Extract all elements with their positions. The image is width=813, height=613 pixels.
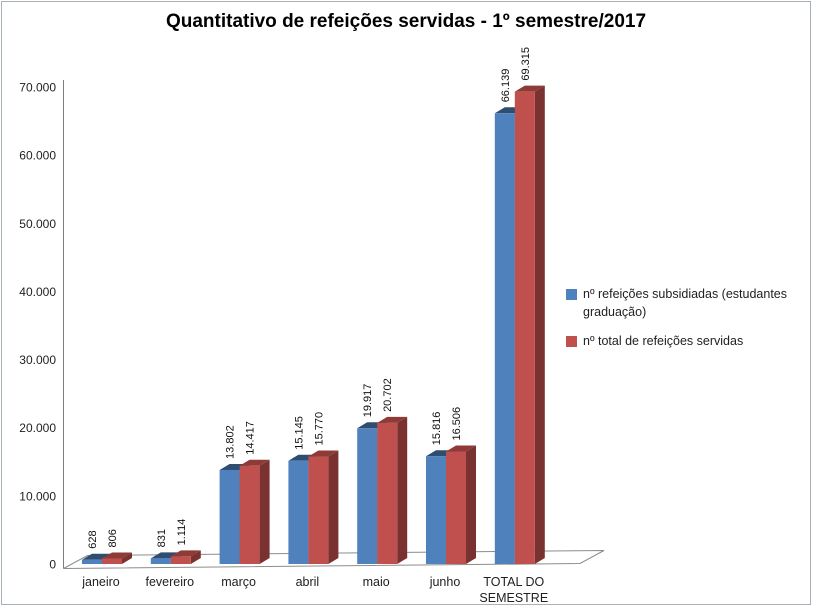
category-label: janeiro xyxy=(81,575,120,589)
bar-top-face xyxy=(239,459,270,466)
bar-value-label: 1.114 xyxy=(176,519,188,546)
bar-side-face xyxy=(466,445,476,564)
bar xyxy=(494,113,515,564)
bar-value-label: 15.145 xyxy=(293,416,305,450)
bar-top-face xyxy=(102,552,132,559)
legend-swatch-red-icon xyxy=(566,336,577,347)
legend-item-total: nº total de refeições servidas xyxy=(566,332,812,350)
y-tick-label: 0 xyxy=(49,558,56,572)
legend-label-total: nº total de refeições servidas xyxy=(583,334,744,348)
bar xyxy=(357,428,378,564)
bar-value-label: 14.417 xyxy=(245,421,257,455)
category-label: março xyxy=(221,575,256,589)
bar-value-label: 69.315 xyxy=(520,47,532,81)
bar-value-label: 806 xyxy=(107,529,119,547)
chart-title: Quantitativo de refeições servidas - 1º … xyxy=(165,11,647,32)
bar-side-face xyxy=(534,85,545,564)
bar-value-label: 13.802 xyxy=(225,425,237,459)
bar-value-label: 16.506 xyxy=(451,407,463,441)
y-tick-label: 50.000 xyxy=(19,217,56,231)
bar xyxy=(150,558,171,564)
bar-value-label: 19.917 xyxy=(362,384,374,418)
bar-side-face xyxy=(397,416,408,564)
bar-value-label: 66.139 xyxy=(500,69,512,103)
category-label: junho xyxy=(429,575,461,589)
bar-value-label: 15.770 xyxy=(313,412,325,446)
bar xyxy=(377,422,398,564)
bar xyxy=(239,465,260,564)
bar xyxy=(102,558,122,564)
legend-swatch-blue-icon xyxy=(566,289,577,300)
bar-top-face xyxy=(308,450,339,457)
bar xyxy=(170,556,191,564)
category-label: TOTAL DO xyxy=(483,575,544,589)
legend-item-subsidiadas: nº refeições subsidiadas (estudantes gra… xyxy=(566,285,812,321)
bar-top-face xyxy=(514,85,545,92)
bar-value-label: 15.816 xyxy=(431,412,443,446)
bar-side-face xyxy=(328,450,339,564)
y-tick-label: 60.000 xyxy=(19,149,56,163)
bar xyxy=(219,469,240,564)
bar-value-label: 20.702 xyxy=(382,378,394,412)
bar xyxy=(308,456,329,564)
y-tick-label: 20.000 xyxy=(19,421,56,435)
category-label: maio xyxy=(363,575,390,589)
legend-label-subsidiadas: nº refeições subsidiadas (estudantes gra… xyxy=(583,287,787,319)
category-label: fevereiro xyxy=(145,575,194,589)
category-label: SEMESTRE xyxy=(479,591,548,605)
bar xyxy=(426,456,446,564)
y-tick-label: 70.000 xyxy=(19,81,56,95)
y-tick-label: 40.000 xyxy=(19,285,56,299)
bar-side-face xyxy=(259,459,270,564)
bar-value-label: 831 xyxy=(156,529,168,547)
legend: nº refeições subsidiadas (estudantes gra… xyxy=(566,285,812,361)
bar xyxy=(288,460,309,564)
bar-value-label: 628 xyxy=(87,530,99,548)
bar-top-face xyxy=(377,416,408,423)
y-tick-label: 10.000 xyxy=(19,489,56,503)
category-label: abril xyxy=(296,575,320,589)
bar-top-face xyxy=(446,445,476,452)
y-tick-label: 30.000 xyxy=(19,353,56,367)
bar xyxy=(82,559,102,564)
bar-side-face xyxy=(122,552,132,564)
bar xyxy=(514,91,535,564)
bar-side-face xyxy=(190,550,201,564)
bar xyxy=(446,451,466,564)
bar-top-face xyxy=(170,550,201,557)
